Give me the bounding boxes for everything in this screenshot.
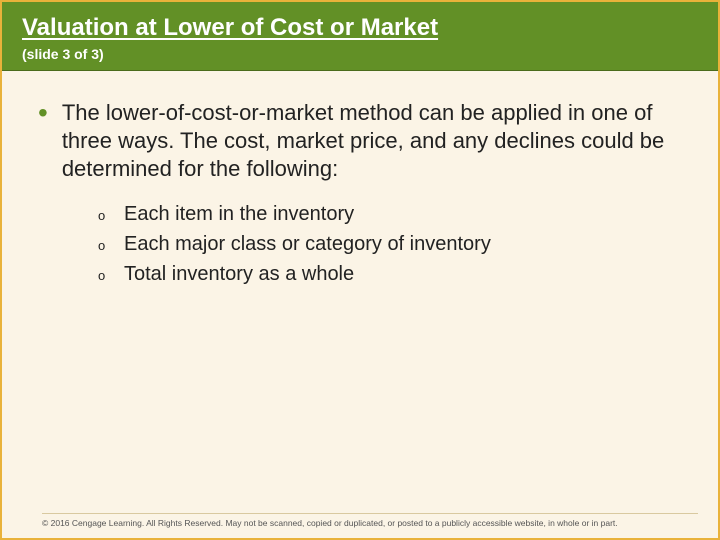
main-bullet: • The lower-of-cost-or-market method can… — [38, 99, 682, 183]
slide-body: • The lower-of-cost-or-market method can… — [2, 71, 718, 287]
sub-bullet-text: Total inventory as a whole — [124, 261, 354, 287]
sub-bullet-list: o Each item in the inventory o Each majo… — [98, 201, 682, 287]
sub-bullet-text: Each major class or category of inventor… — [124, 231, 491, 257]
list-item: o Each item in the inventory — [98, 201, 682, 227]
slide-header: Valuation at Lower of Cost or Market (sl… — [2, 2, 718, 71]
bullet-dot-icon: • — [38, 101, 48, 125]
list-item: o Total inventory as a whole — [98, 261, 682, 287]
sub-bullet-marker: o — [98, 238, 110, 253]
main-bullet-text: The lower-of-cost-or-market method can b… — [62, 99, 682, 183]
copyright-text: © 2016 Cengage Learning. All Rights Rese… — [42, 518, 698, 528]
slide-subtitle: (slide 3 of 3) — [22, 46, 698, 62]
slide-title: Valuation at Lower of Cost or Market — [22, 14, 698, 42]
slide-footer: © 2016 Cengage Learning. All Rights Rese… — [42, 513, 698, 528]
list-item: o Each major class or category of invent… — [98, 231, 682, 257]
sub-bullet-marker: o — [98, 208, 110, 223]
sub-bullet-marker: o — [98, 268, 110, 283]
sub-bullet-text: Each item in the inventory — [124, 201, 354, 227]
slide: Valuation at Lower of Cost or Market (sl… — [0, 0, 720, 540]
